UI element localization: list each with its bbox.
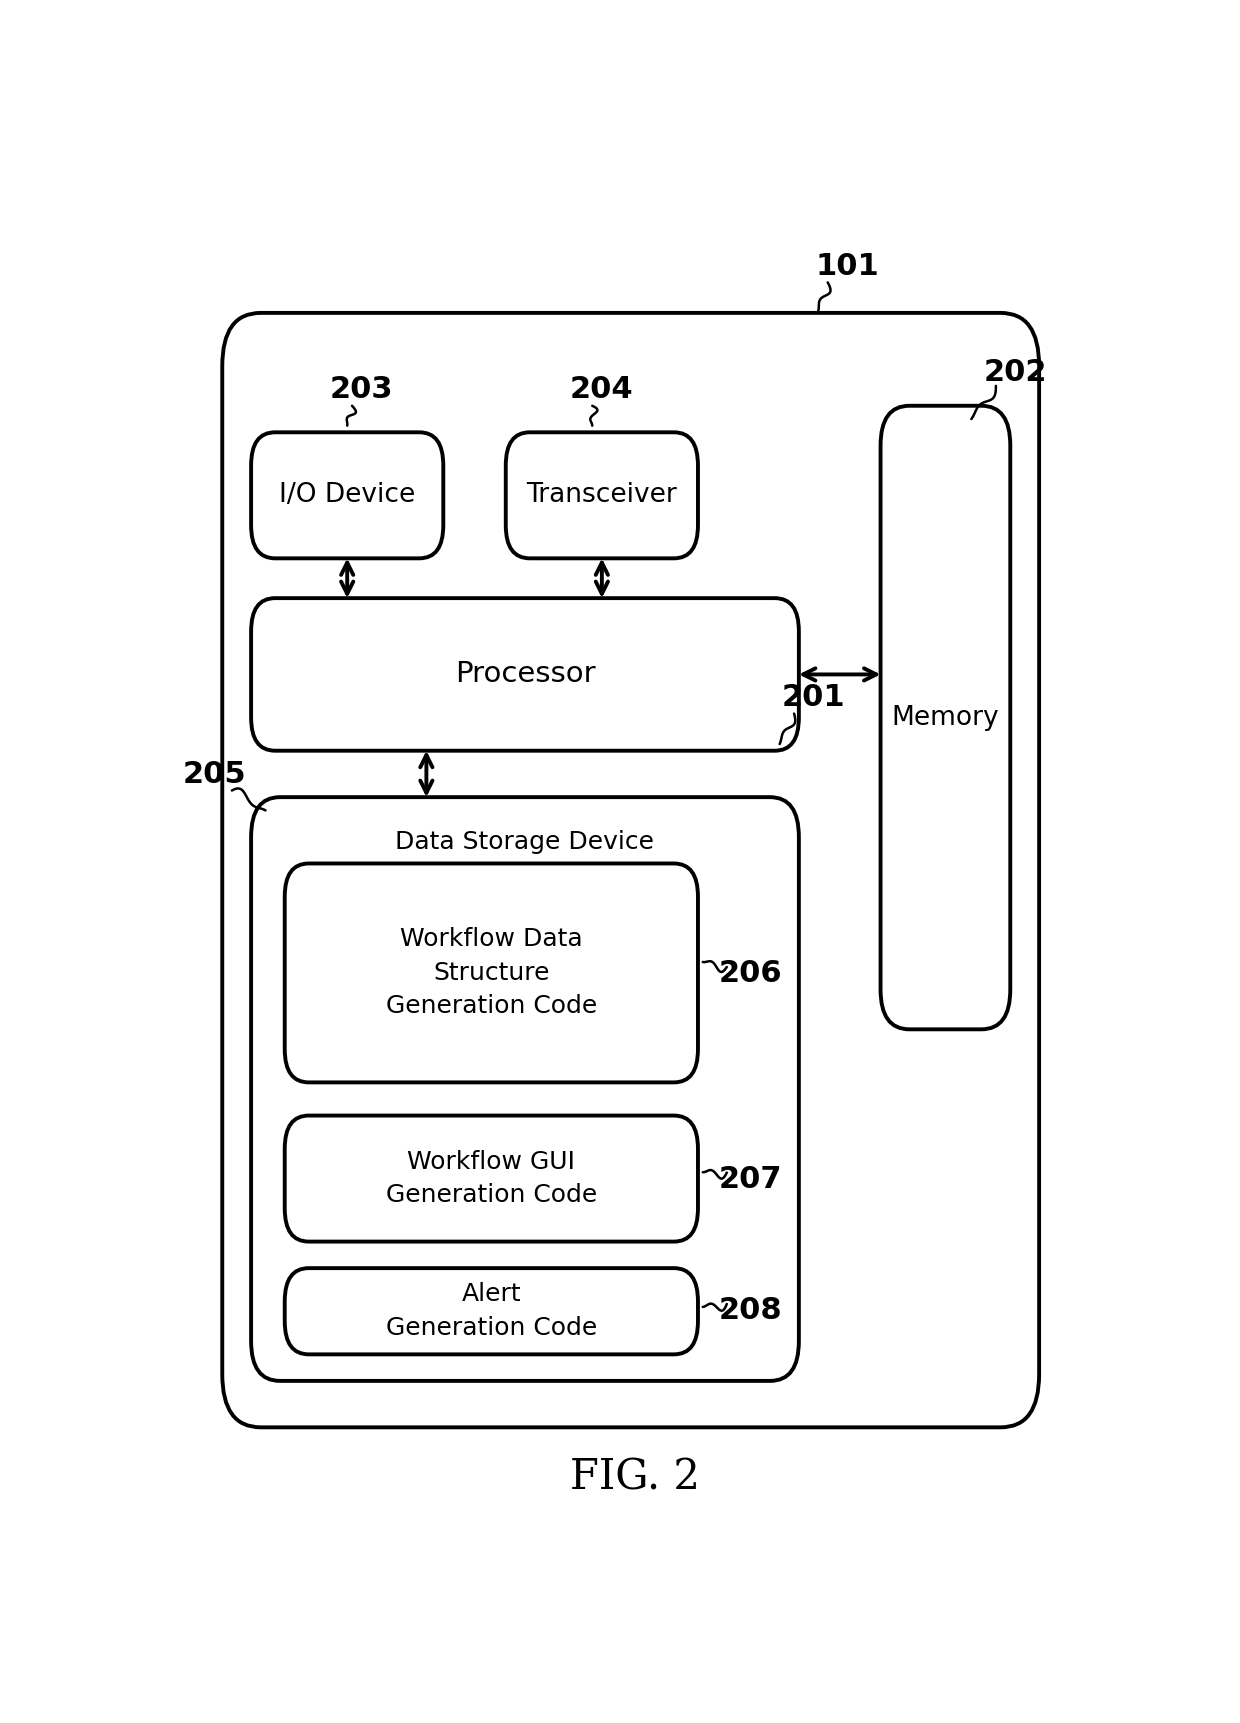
Text: Alert
Generation Code: Alert Generation Code [386,1282,596,1340]
Text: 202: 202 [983,358,1047,388]
Text: FIG. 2: FIG. 2 [570,1456,701,1499]
FancyBboxPatch shape [285,1115,698,1242]
Text: Data Storage Device: Data Storage Device [396,830,655,855]
Text: 205: 205 [182,760,247,789]
Text: Workflow GUI
Generation Code: Workflow GUI Generation Code [386,1149,596,1208]
Text: 101: 101 [815,252,879,281]
FancyBboxPatch shape [285,1268,698,1354]
FancyBboxPatch shape [880,405,1011,1029]
Text: Workflow Data
Structure
Generation Code: Workflow Data Structure Generation Code [386,927,596,1018]
FancyBboxPatch shape [506,432,698,558]
Text: Memory: Memory [892,705,999,731]
FancyBboxPatch shape [222,314,1039,1427]
Text: 206: 206 [719,960,782,987]
Text: I/O Device: I/O Device [279,482,415,508]
Text: 208: 208 [719,1296,782,1325]
Text: 203: 203 [330,376,393,405]
Text: 204: 204 [570,376,634,405]
FancyBboxPatch shape [285,863,698,1082]
FancyBboxPatch shape [250,598,799,751]
FancyBboxPatch shape [250,432,444,558]
Text: Transceiver: Transceiver [527,482,677,508]
FancyBboxPatch shape [250,798,799,1380]
Text: 201: 201 [781,682,846,712]
Text: Processor: Processor [455,660,595,689]
Text: 207: 207 [719,1165,782,1194]
